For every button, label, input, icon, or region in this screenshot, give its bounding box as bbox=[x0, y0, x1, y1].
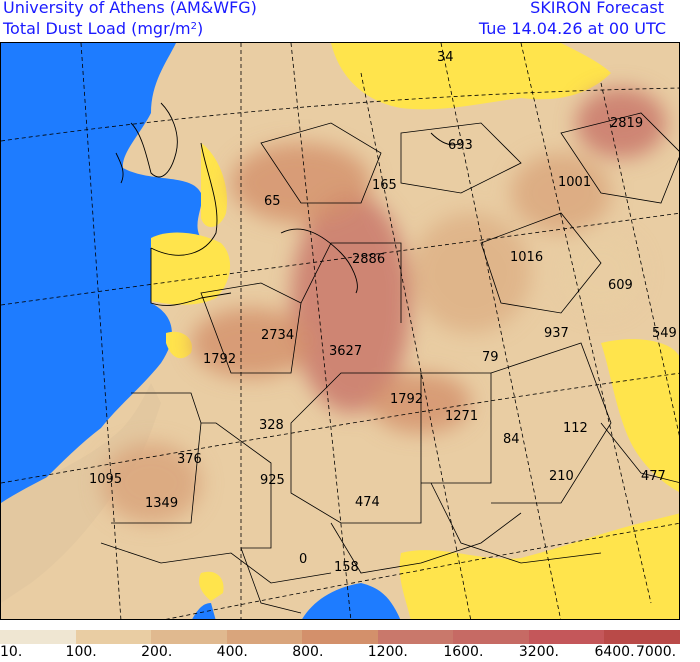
legend-tick-label: 7000. bbox=[636, 644, 677, 660]
institution-title: University of Athens (AM&WFG) bbox=[3, 0, 257, 17]
map-value-label: 2734 bbox=[261, 328, 294, 343]
map-value-label: 1001 bbox=[558, 175, 591, 190]
legend-swatch bbox=[377, 630, 454, 644]
map-value-label: 2819 bbox=[610, 116, 643, 131]
map-value-label: 210 bbox=[549, 469, 574, 484]
dust-concentration-field bbox=[101, 88, 666, 523]
color-legend bbox=[0, 630, 681, 644]
legend-tick-label: 100. bbox=[65, 644, 97, 660]
dust-map[interactable]: 34 2819 693 165 1001 65 2886 1016 609 27… bbox=[0, 42, 680, 620]
map-value-label: 1792 bbox=[390, 392, 423, 407]
map-value-label: 477 bbox=[641, 469, 666, 484]
legend-tick-label: 200. bbox=[141, 644, 173, 660]
legend-tick-label: 3200. bbox=[518, 644, 559, 660]
low-dust-iberia bbox=[151, 232, 231, 305]
low-dust-west-africa bbox=[166, 331, 192, 359]
country-borders bbox=[100, 112, 679, 614]
legend-swatch bbox=[528, 630, 605, 644]
map-value-label: 112 bbox=[563, 421, 588, 436]
legend-swatch bbox=[302, 630, 379, 644]
low-dust-east bbox=[601, 339, 679, 492]
legend-tick-label: 800. bbox=[292, 644, 324, 660]
map-value-label: 2886 bbox=[352, 252, 385, 267]
legend-swatch bbox=[75, 630, 152, 644]
product-title-text: Total Dust Load (mgr/m bbox=[3, 19, 191, 38]
map-value-label: 79 bbox=[482, 350, 499, 365]
map-value-label: 1016 bbox=[510, 250, 543, 265]
map-value-label: 937 bbox=[544, 326, 569, 341]
map-value-label: 474 bbox=[355, 495, 380, 510]
low-dust-south bbox=[399, 513, 679, 619]
legend-swatch bbox=[453, 630, 530, 644]
legend-swatch bbox=[604, 630, 681, 644]
map-value-label: 34 bbox=[437, 50, 454, 65]
legend-tick-label: 10. bbox=[0, 644, 23, 660]
dust-map-canvas: 34 2819 693 165 1001 65 2886 1016 609 27… bbox=[1, 43, 679, 619]
legend-swatch bbox=[0, 630, 77, 644]
legend-tick-label: 6400. bbox=[594, 644, 635, 660]
map-value-label: 84 bbox=[503, 432, 520, 447]
legend-tick-label: 400. bbox=[216, 644, 248, 660]
map-value-label: 1792 bbox=[203, 352, 236, 367]
legend-tick-label: 1600. bbox=[443, 644, 484, 660]
map-value-label: 0 bbox=[299, 552, 307, 567]
map-value-label: 328 bbox=[259, 418, 284, 433]
forecast-title: SKIRON Forecast bbox=[530, 0, 664, 17]
map-value-label: 1271 bbox=[445, 409, 478, 424]
low-dust-sw bbox=[199, 571, 224, 601]
map-value-label: 1095 bbox=[89, 472, 122, 487]
map-value-label: 925 bbox=[260, 473, 285, 488]
map-value-label: 65 bbox=[264, 194, 281, 209]
map-value-label: 693 bbox=[448, 138, 473, 153]
map-value-label: 3627 bbox=[329, 344, 362, 359]
low-dust-france-coast bbox=[201, 143, 227, 228]
legend-swatch bbox=[226, 630, 303, 644]
map-value-label: 609 bbox=[608, 278, 633, 293]
map-value-label: 165 bbox=[372, 178, 397, 193]
product-title-close: ) bbox=[197, 19, 204, 38]
graticule bbox=[1, 43, 679, 619]
low-dust-north bbox=[331, 43, 611, 110]
ocean-atlantic bbox=[1, 43, 203, 533]
ocean-gulf-guinea bbox=[302, 583, 401, 619]
ocean-atlantic-south bbox=[192, 603, 216, 619]
product-title-exponent: 2 bbox=[190, 21, 197, 32]
legend-tick-label: 1200. bbox=[367, 644, 408, 660]
map-value-label: 1349 bbox=[145, 496, 178, 511]
map-value-label: 158 bbox=[334, 560, 359, 575]
coastlines bbox=[115, 102, 462, 306]
map-value-label: 549 bbox=[652, 326, 677, 341]
map-value-labels: 34 2819 693 165 1001 65 2886 1016 609 27… bbox=[89, 50, 677, 575]
map-value-label: 376 bbox=[177, 452, 202, 467]
valid-time: Tue 14.04.26 at 00 UTC bbox=[478, 19, 666, 38]
product-title: Total Dust Load (mgr/m2) bbox=[3, 19, 203, 39]
ocean-atlantic-coast-dust bbox=[1, 383, 161, 603]
legend-swatch bbox=[151, 630, 228, 644]
